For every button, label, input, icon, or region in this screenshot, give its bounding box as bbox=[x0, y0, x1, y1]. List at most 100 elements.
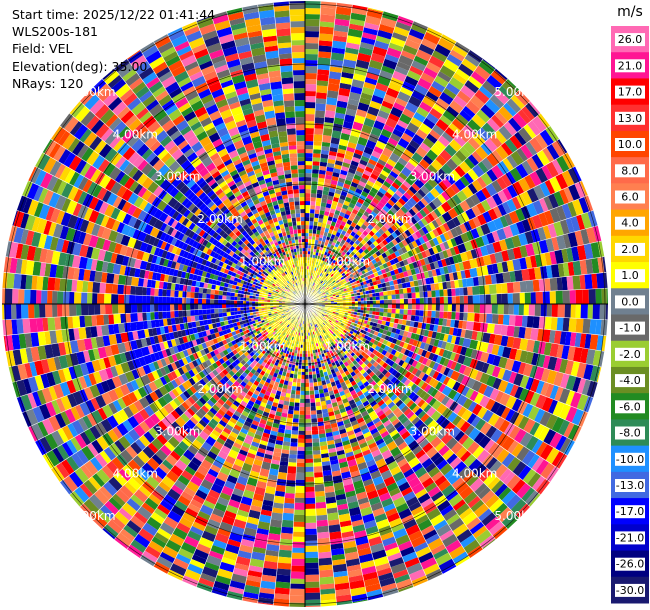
gate-cell bbox=[317, 240, 322, 245]
gate-cell bbox=[326, 199, 333, 205]
gate-cell bbox=[428, 55, 445, 69]
gate-cell bbox=[310, 248, 314, 252]
gate-cell bbox=[385, 177, 394, 186]
gate-cell bbox=[514, 131, 527, 146]
gate-cell bbox=[465, 230, 474, 241]
gate-cell bbox=[336, 219, 342, 225]
gate-cell bbox=[551, 159, 564, 175]
gate-cell bbox=[317, 64, 331, 71]
gate-cell bbox=[410, 255, 417, 263]
gate-cell bbox=[437, 71, 452, 83]
gate-cell bbox=[425, 232, 433, 241]
gate-cell bbox=[439, 233, 447, 243]
gate-cell bbox=[397, 248, 404, 256]
gate-cell bbox=[421, 250, 428, 259]
gate-cell bbox=[355, 188, 363, 195]
gate-cell bbox=[393, 26, 410, 37]
gate-cell bbox=[367, 275, 372, 280]
gate-cell bbox=[316, 226, 322, 231]
gate-cell bbox=[340, 276, 345, 280]
gate-cell bbox=[314, 276, 317, 281]
gate-cell bbox=[331, 200, 339, 206]
gate-cell bbox=[333, 192, 341, 199]
gate-cell bbox=[339, 211, 346, 218]
gate-cell bbox=[381, 232, 389, 240]
gate-cell bbox=[340, 220, 347, 227]
gate-cell bbox=[428, 247, 435, 256]
gate-cell bbox=[340, 132, 351, 141]
gate-cell bbox=[386, 260, 392, 267]
gate-cell bbox=[470, 193, 481, 206]
gate-cell bbox=[310, 193, 317, 198]
gate-cell bbox=[311, 185, 318, 190]
gate-cell bbox=[348, 168, 357, 175]
gate-cell bbox=[315, 284, 319, 288]
gate-cell bbox=[467, 75, 483, 89]
gate-cell bbox=[427, 164, 438, 175]
gate-cell bbox=[428, 85, 443, 98]
gate-cell bbox=[427, 177, 438, 189]
gate-cell bbox=[307, 257, 310, 261]
gate-cell bbox=[394, 124, 406, 134]
gate-cell bbox=[516, 147, 529, 162]
gate-cell bbox=[367, 224, 374, 231]
gate-cell bbox=[327, 283, 331, 287]
gate-cell bbox=[373, 224, 381, 232]
gate-cell bbox=[322, 235, 327, 240]
gate-cell bbox=[445, 174, 456, 186]
gate-cell bbox=[476, 202, 486, 215]
gate-cell bbox=[359, 41, 375, 50]
gate-cell bbox=[320, 294, 324, 298]
gate-cell bbox=[414, 222, 422, 231]
gate-cell bbox=[315, 277, 319, 281]
gate-cell bbox=[313, 276, 316, 280]
gate-cell bbox=[348, 215, 355, 222]
gate-cell bbox=[414, 203, 423, 212]
gate-cell bbox=[383, 93, 397, 105]
gate-cell bbox=[462, 124, 477, 138]
gate-cell bbox=[413, 111, 426, 123]
gate-cell bbox=[321, 145, 330, 151]
gate-cell bbox=[435, 217, 443, 227]
gate-cell bbox=[323, 294, 327, 297]
gate-cell bbox=[421, 226, 429, 235]
gate-cell bbox=[340, 190, 348, 197]
gate-cell bbox=[357, 198, 365, 205]
gate-cell bbox=[388, 265, 394, 272]
gate-cell bbox=[426, 133, 438, 144]
gate-cell bbox=[544, 179, 556, 195]
gate-cell bbox=[381, 65, 395, 75]
gate-cell bbox=[424, 223, 433, 233]
gate-cell bbox=[388, 113, 400, 123]
gate-cell bbox=[374, 214, 382, 222]
gate-cell bbox=[320, 277, 324, 281]
gate-cell bbox=[319, 234, 324, 239]
gate-cell bbox=[480, 104, 496, 119]
gate-cell bbox=[561, 170, 575, 187]
gate-cell bbox=[315, 98, 327, 105]
gate-cell bbox=[314, 287, 317, 291]
gate-cell bbox=[336, 266, 341, 271]
gate-cell bbox=[387, 254, 394, 261]
gate-cell bbox=[422, 137, 435, 149]
gate-cell bbox=[319, 276, 323, 280]
gate-cell bbox=[481, 186, 492, 199]
gate-cell bbox=[355, 143, 366, 152]
gate-cell bbox=[526, 187, 539, 203]
gate-cell bbox=[406, 70, 422, 82]
gate-cell bbox=[317, 282, 321, 286]
gate-cell bbox=[328, 272, 333, 276]
gate-cell bbox=[308, 229, 313, 234]
gate-cell bbox=[345, 209, 352, 216]
gate-cell bbox=[415, 49, 432, 62]
gate-cell bbox=[502, 187, 513, 201]
gate-cell bbox=[518, 177, 531, 193]
gate-cell bbox=[377, 228, 385, 236]
gate-cell bbox=[333, 213, 339, 219]
gate-cell bbox=[329, 225, 335, 231]
gate-cell bbox=[414, 230, 422, 239]
gate-cell bbox=[430, 144, 443, 157]
gate-cell bbox=[327, 216, 334, 222]
gate-cell bbox=[361, 32, 377, 41]
gate-cell bbox=[309, 257, 313, 261]
